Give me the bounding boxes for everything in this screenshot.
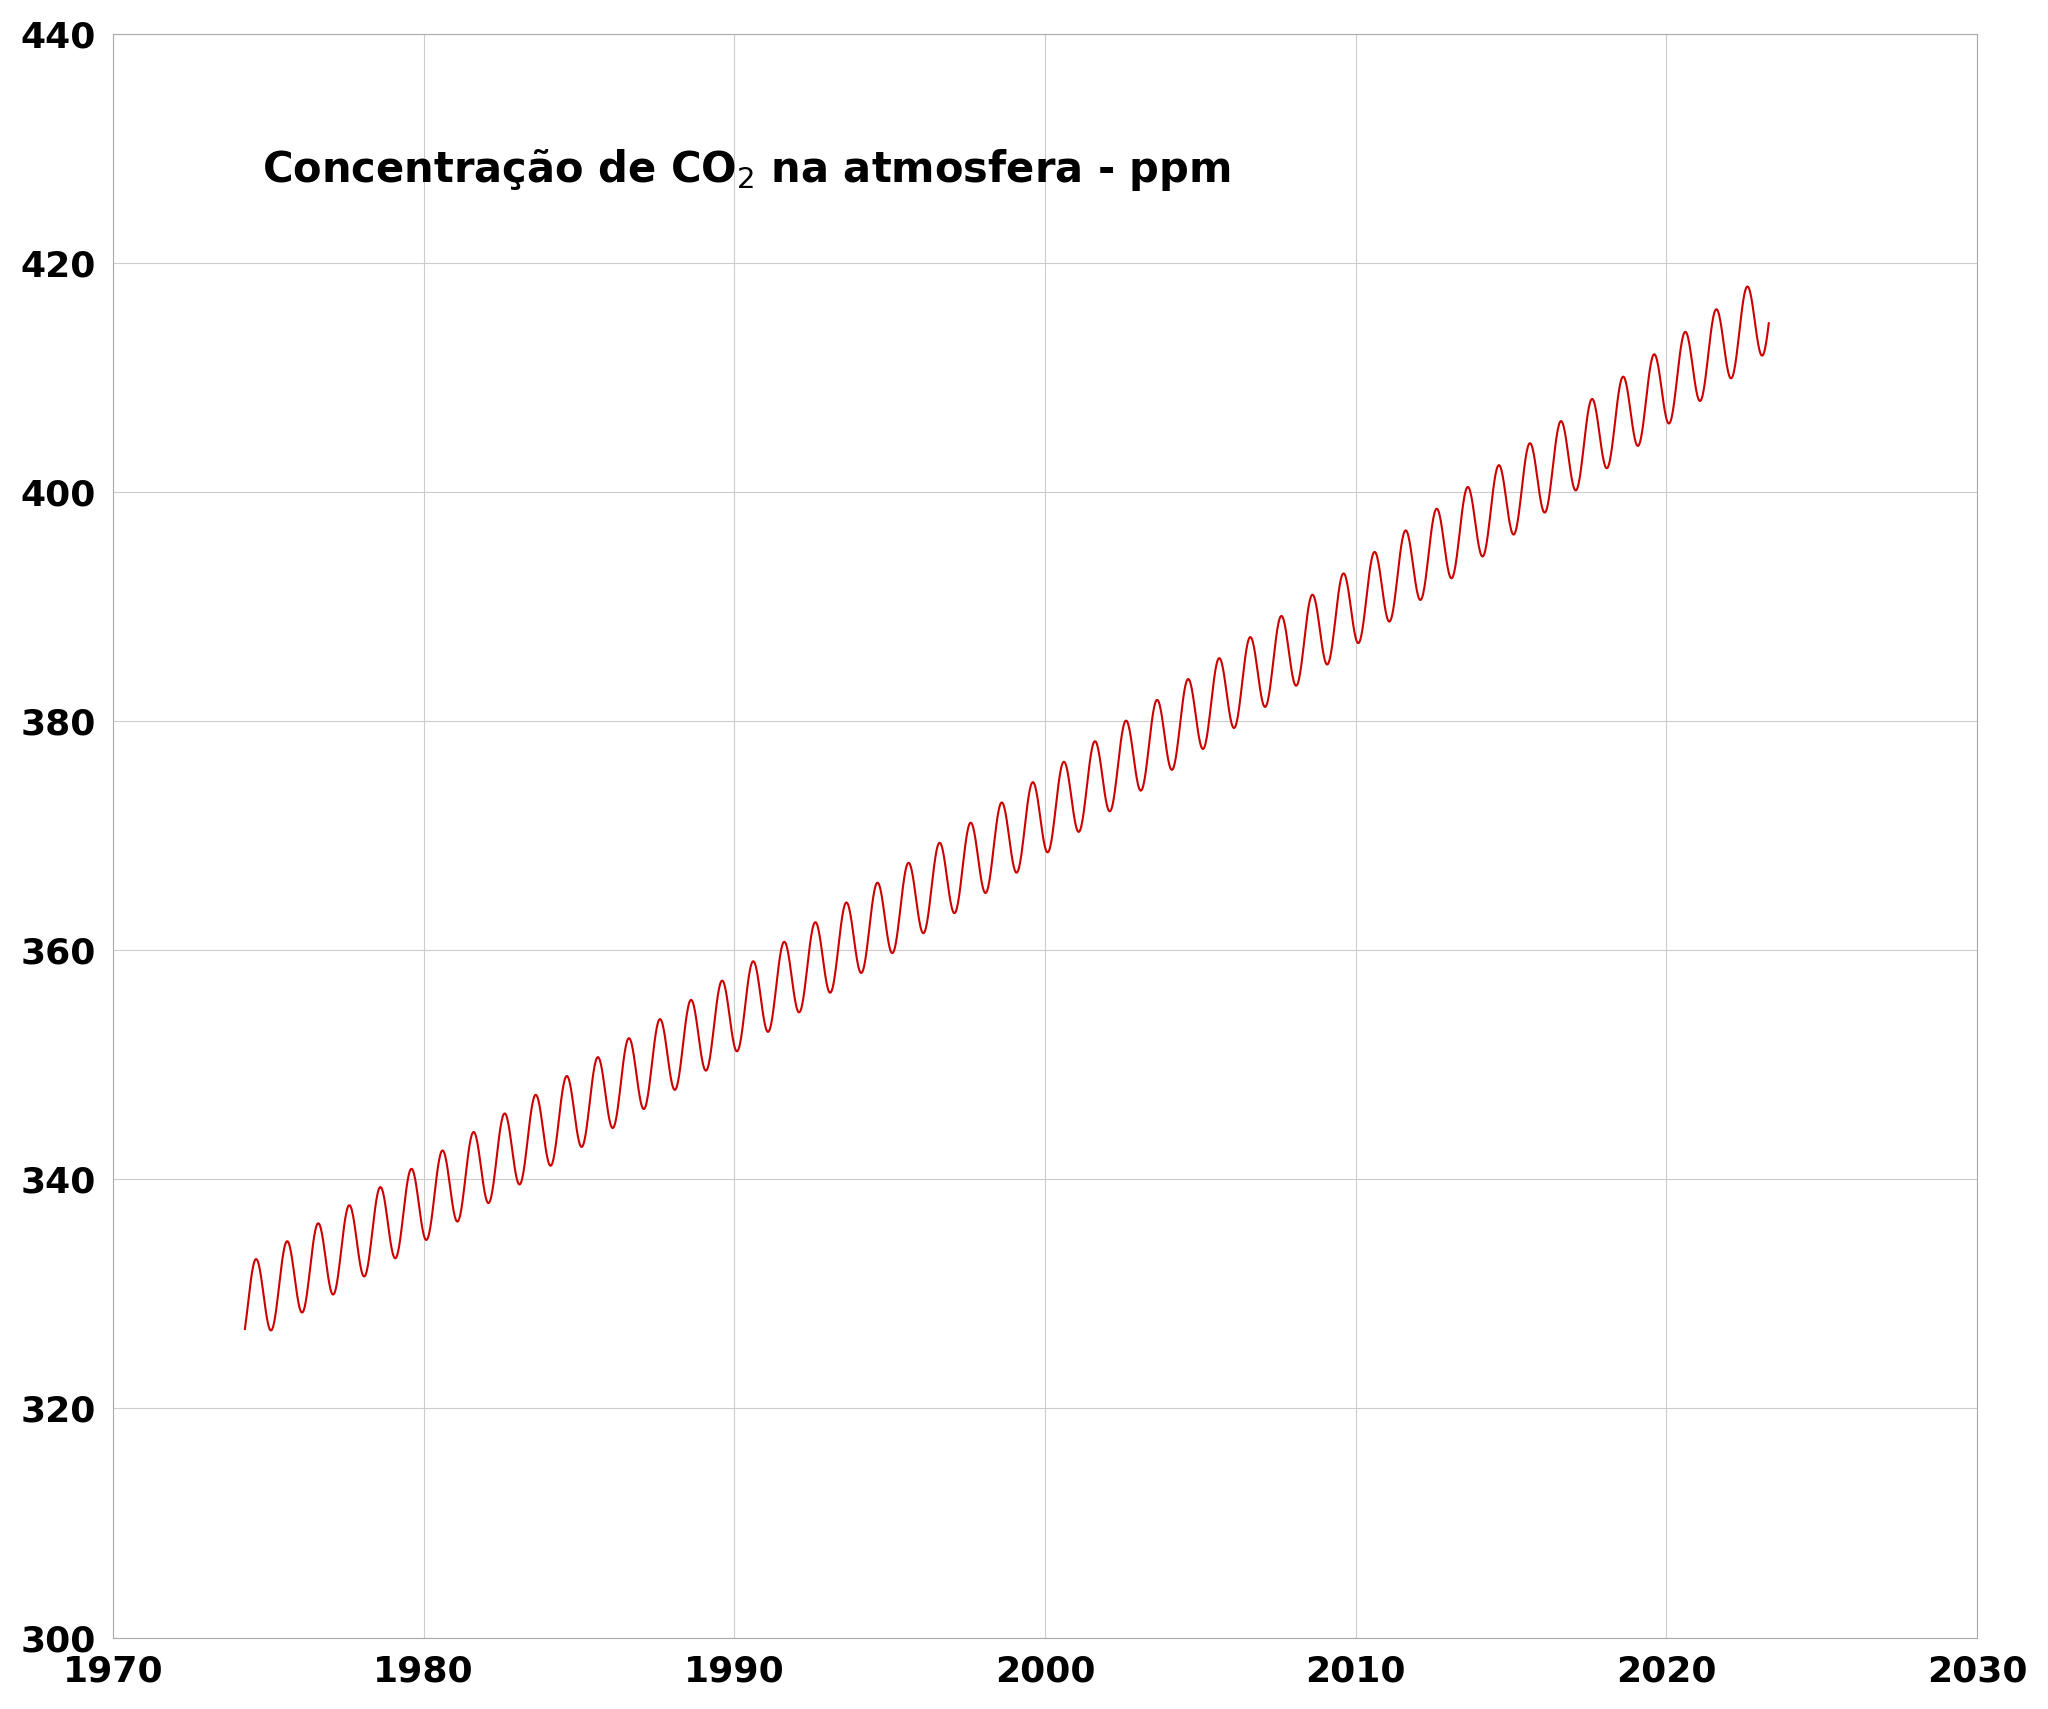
Text: Concentração de CO$_2$ na atmosfera - ppm: Concentração de CO$_2$ na atmosfera - pp… <box>262 147 1231 193</box>
